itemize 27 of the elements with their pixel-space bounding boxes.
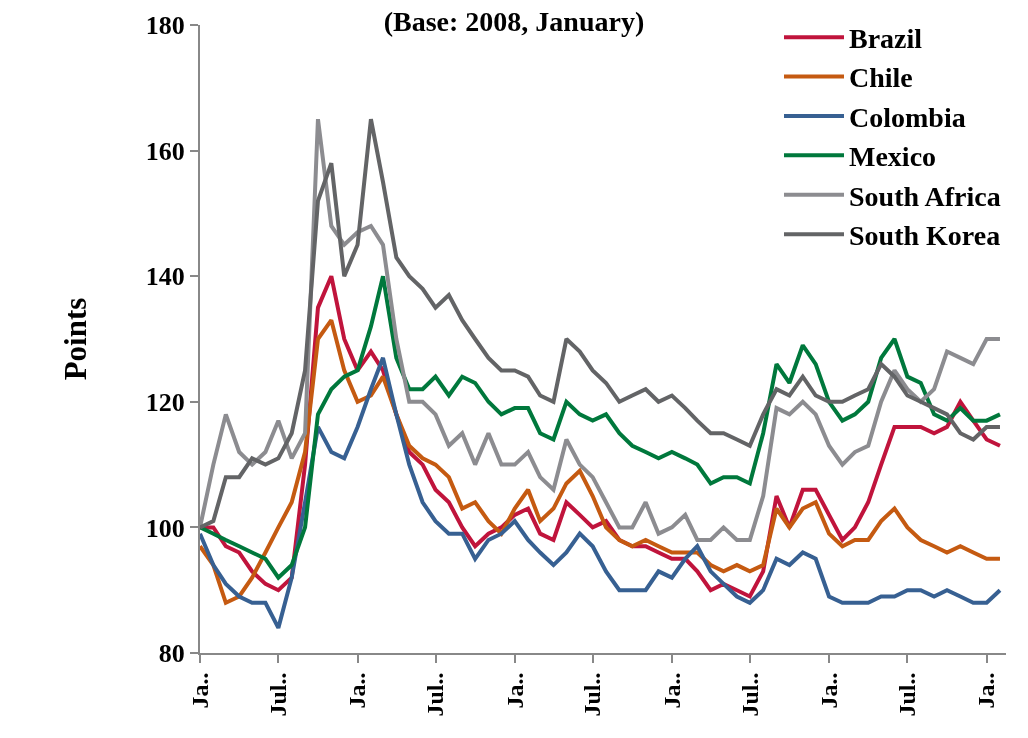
legend-label: Chile <box>849 62 913 94</box>
legend-label: Mexico <box>849 141 937 173</box>
y-tick-label: 100 <box>145 513 185 543</box>
y-tick-label: 120 <box>145 387 185 417</box>
x-tick-label: Jul.. <box>894 672 921 717</box>
y-axis-title: Points <box>57 297 93 381</box>
line-series <box>200 355 1002 630</box>
x-tick-label: Jul.. <box>265 672 292 717</box>
legend-label: South Africa <box>849 180 1001 212</box>
y-tick-label: 140 <box>145 262 185 292</box>
x-tick-label: Ja.. <box>815 672 842 709</box>
x-tick-label: Jul.. <box>422 672 449 717</box>
y-tick-label: 80 <box>158 639 185 669</box>
x-tick-label: Ja.. <box>973 672 1000 709</box>
y-tick-label: 160 <box>145 136 185 166</box>
x-tick-label: Ja.. <box>186 672 213 709</box>
y-tick-label: 180 <box>145 11 185 41</box>
chart-title: (Base: 2008, January) <box>383 5 645 37</box>
legend-label: Colombia <box>849 101 966 133</box>
x-tick-label: Jul.. <box>579 672 606 717</box>
line-series <box>200 318 1002 605</box>
x-tick-label: Jul.. <box>736 672 763 717</box>
x-tick-label: Ja.. <box>344 672 371 709</box>
x-tick-label: Ja.. <box>501 672 528 709</box>
legend-label: Brazil <box>849 23 923 55</box>
x-tick-label: Ja.. <box>658 672 685 709</box>
legend-label: South Korea <box>849 220 1001 252</box>
